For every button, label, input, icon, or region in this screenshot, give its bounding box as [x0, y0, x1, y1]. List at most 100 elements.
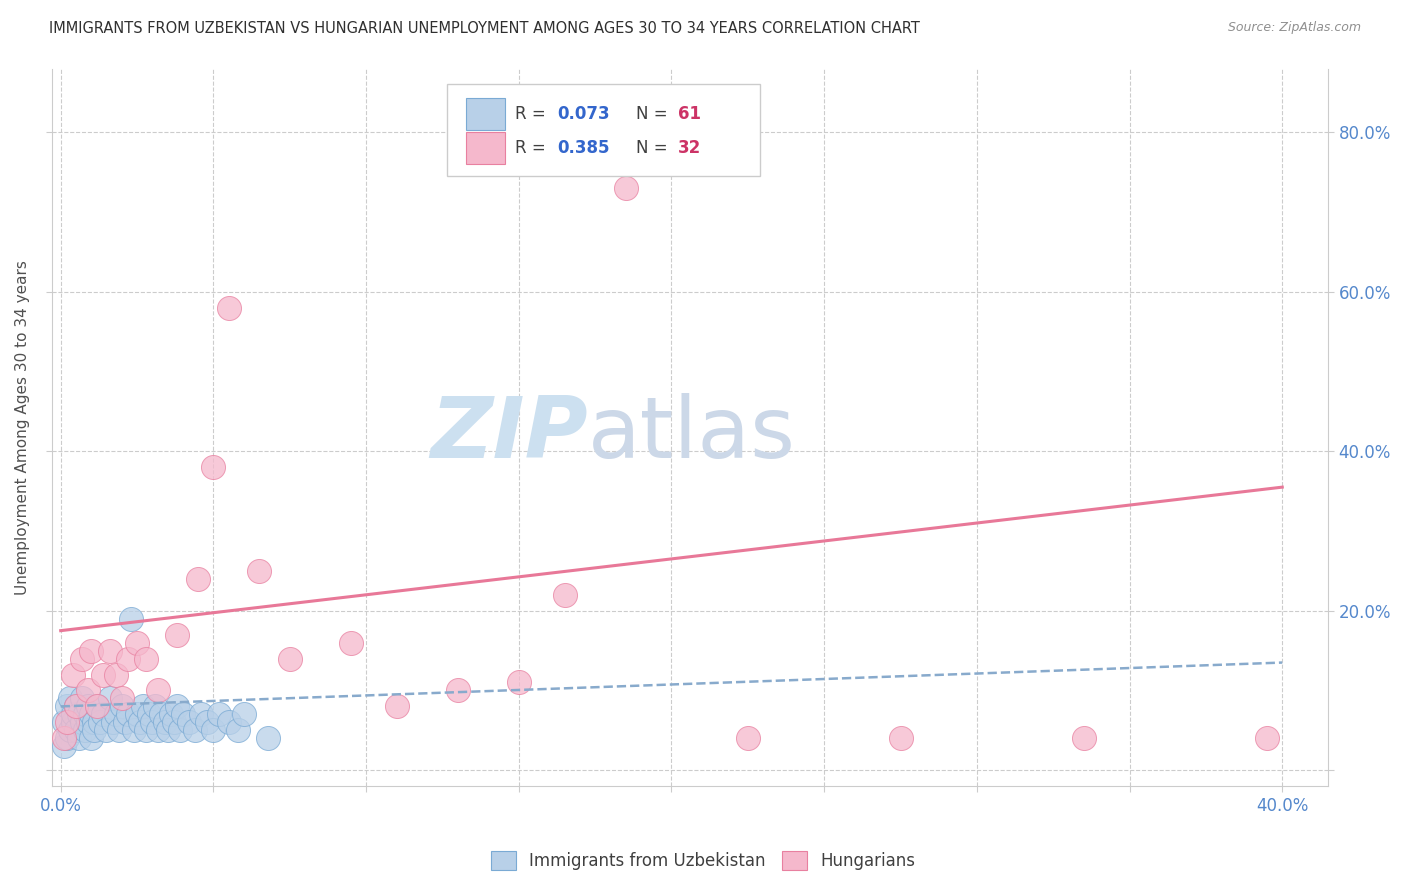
Point — [153, 715, 176, 730]
Y-axis label: Unemployment Among Ages 30 to 34 years: Unemployment Among Ages 30 to 34 years — [15, 260, 30, 595]
Text: N =: N = — [636, 104, 673, 123]
Point — [1073, 731, 1095, 746]
Point — [93, 707, 115, 722]
Point — [83, 723, 105, 738]
Point — [80, 707, 103, 722]
Text: 32: 32 — [678, 139, 702, 157]
Point — [65, 699, 87, 714]
Text: R =: R = — [515, 104, 551, 123]
Point — [77, 715, 100, 730]
Point — [156, 723, 179, 738]
Point — [65, 699, 87, 714]
Point — [184, 723, 207, 738]
Point — [122, 723, 145, 738]
Point — [148, 723, 170, 738]
Legend: Immigrants from Uzbekistan, Hungarians: Immigrants from Uzbekistan, Hungarians — [484, 844, 922, 877]
Point — [80, 643, 103, 657]
Point — [111, 699, 134, 714]
Point — [190, 707, 212, 722]
Point — [143, 699, 166, 714]
Point — [508, 675, 530, 690]
Point — [107, 723, 129, 738]
Point — [56, 699, 79, 714]
Text: IMMIGRANTS FROM UZBEKISTAN VS HUNGARIAN UNEMPLOYMENT AMONG AGES 30 TO 34 YEARS C: IMMIGRANTS FROM UZBEKISTAN VS HUNGARIAN … — [49, 21, 920, 37]
Point — [187, 572, 209, 586]
Point — [195, 715, 218, 730]
Point — [59, 723, 82, 738]
Point — [77, 699, 100, 714]
Point — [166, 699, 188, 714]
Point — [141, 715, 163, 730]
Point — [70, 715, 93, 730]
Point — [132, 699, 155, 714]
Text: N =: N = — [636, 139, 673, 157]
Text: 0.385: 0.385 — [557, 139, 610, 157]
Point — [83, 715, 105, 730]
Point — [889, 731, 911, 746]
Point — [52, 739, 75, 754]
Point — [62, 707, 84, 722]
Point — [447, 683, 470, 698]
Point — [70, 651, 93, 665]
Point — [135, 651, 157, 665]
Point — [232, 707, 254, 722]
Point — [129, 715, 152, 730]
Point — [62, 715, 84, 730]
Text: 61: 61 — [678, 104, 702, 123]
Point — [77, 683, 100, 698]
Point — [257, 731, 280, 746]
Point — [101, 715, 124, 730]
Point — [148, 683, 170, 698]
Point — [120, 612, 142, 626]
Point — [117, 707, 139, 722]
Point — [247, 564, 270, 578]
Point — [554, 588, 576, 602]
Point — [177, 715, 200, 730]
Point — [67, 707, 90, 722]
Point — [208, 707, 231, 722]
Point — [278, 651, 301, 665]
Point — [86, 699, 108, 714]
Text: 0.073: 0.073 — [557, 104, 610, 123]
Point — [737, 731, 759, 746]
Point — [59, 691, 82, 706]
Point — [89, 715, 111, 730]
Point — [75, 723, 97, 738]
Point — [150, 707, 173, 722]
Point — [169, 723, 191, 738]
Point — [70, 691, 93, 706]
Point — [67, 731, 90, 746]
Point — [62, 667, 84, 681]
Point — [93, 667, 115, 681]
Text: atlas: atlas — [588, 393, 796, 476]
Point — [98, 643, 121, 657]
Text: R =: R = — [515, 139, 551, 157]
Point — [138, 707, 160, 722]
Point — [65, 723, 87, 738]
FancyBboxPatch shape — [447, 85, 761, 176]
Point — [166, 627, 188, 641]
Point — [135, 723, 157, 738]
Point — [104, 707, 127, 722]
Point — [202, 460, 225, 475]
Point — [98, 691, 121, 706]
Point — [385, 699, 408, 714]
Point — [1256, 731, 1278, 746]
Point — [163, 715, 186, 730]
Point — [172, 707, 194, 722]
Point — [218, 301, 240, 315]
Text: Source: ZipAtlas.com: Source: ZipAtlas.com — [1227, 21, 1361, 35]
Point — [56, 731, 79, 746]
Point — [96, 723, 118, 738]
Point — [111, 691, 134, 706]
Point — [226, 723, 249, 738]
FancyBboxPatch shape — [467, 98, 505, 129]
FancyBboxPatch shape — [467, 132, 505, 164]
Point — [340, 635, 363, 649]
Point — [52, 731, 75, 746]
Point — [86, 699, 108, 714]
Point — [117, 651, 139, 665]
Point — [125, 635, 148, 649]
Point — [80, 731, 103, 746]
Point — [125, 707, 148, 722]
